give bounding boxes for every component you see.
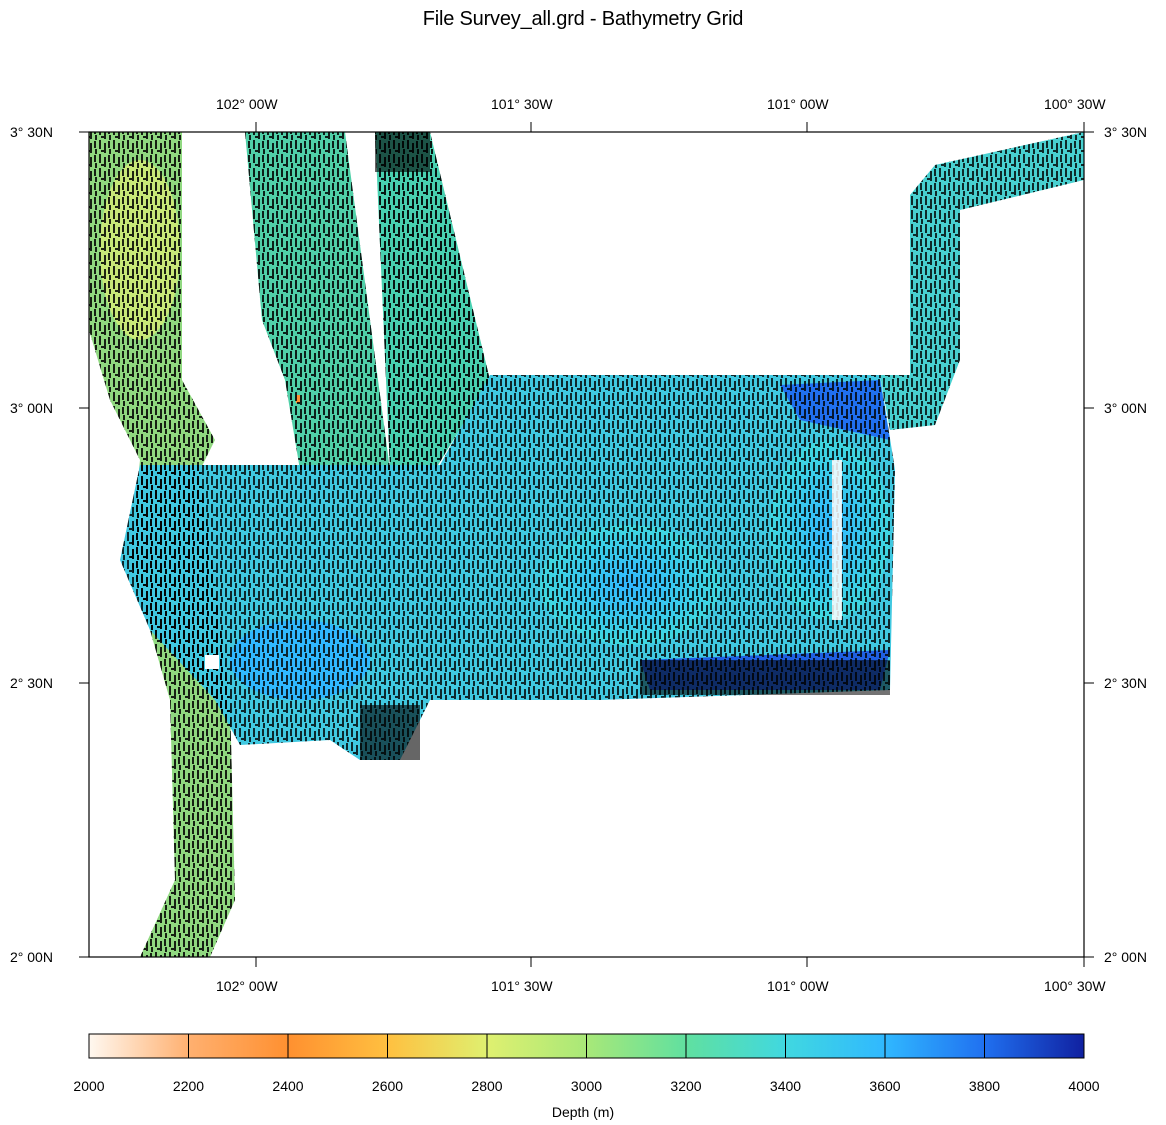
top-tick-label: 101° 00W [767,96,829,112]
right-tick-label: 3° 30N [1104,124,1147,140]
colorbar-segment [885,1034,985,1058]
colorbar-segment [188,1034,289,1058]
map-title: File Survey_all.grd - Bathymetry Grid [422,8,744,30]
colorbar-tick-label: 2400 [272,1078,304,1094]
depth-colorbar [88,1033,1085,1059]
colorbar-tick-label: 3400 [769,1078,802,1094]
colorbar-tick-label: 3200 [670,1078,702,1094]
colorbar-segment [686,1034,786,1058]
map-ticks [79,122,1094,967]
top-tick-label: 101° 30W [491,96,553,112]
colorbar-tick-label: 3000 [570,1078,603,1094]
colorbar-segment [785,1034,886,1058]
colorbar-tick-label: 3800 [968,1078,1001,1094]
bottom-tick-label: 102° 00W [216,978,278,994]
right-tick-label: 2° 30N [1104,675,1147,691]
colorbar-segment [586,1034,687,1058]
colorbar-segment [984,1034,1085,1058]
colorbar-segment [89,1034,189,1058]
left-tick-label: 2° 00N [10,949,53,965]
colorbar-tick-label: 2000 [73,1078,105,1094]
colorbar-tick-label: 2200 [172,1078,205,1094]
colorbar-border [88,1033,1085,1059]
right-tick-label: 2° 00N [1104,949,1147,965]
left-tick-label: 2° 30N [10,675,53,691]
colorbar-tick-label: 2600 [371,1078,404,1094]
bottom-tick-label: 100° 30W [1044,978,1106,994]
bottom-tick-label: 101° 00W [767,978,829,994]
colorbar-segment [487,1034,587,1058]
bottom-tick-label: 101° 30W [491,978,553,994]
colorbar-tick-label: 3600 [869,1078,901,1094]
left-tick-label: 3° 30N [10,124,53,140]
colorbar-label: Depth (m) [551,1104,615,1120]
left-tick-label: 3° 00N [10,400,53,416]
survey-coverage [89,132,1084,957]
right-tick-label: 3° 00N [1104,400,1147,416]
colorbar-segment [387,1034,488,1058]
colorbar-segment [288,1034,388,1058]
map-frame [88,131,1085,958]
top-tick-label: 102° 00W [216,96,278,112]
top-tick-label: 100° 30W [1044,96,1106,112]
colorbar-tick-label: 2800 [471,1078,503,1094]
colorbar-tick-label: 4000 [1068,1078,1100,1094]
